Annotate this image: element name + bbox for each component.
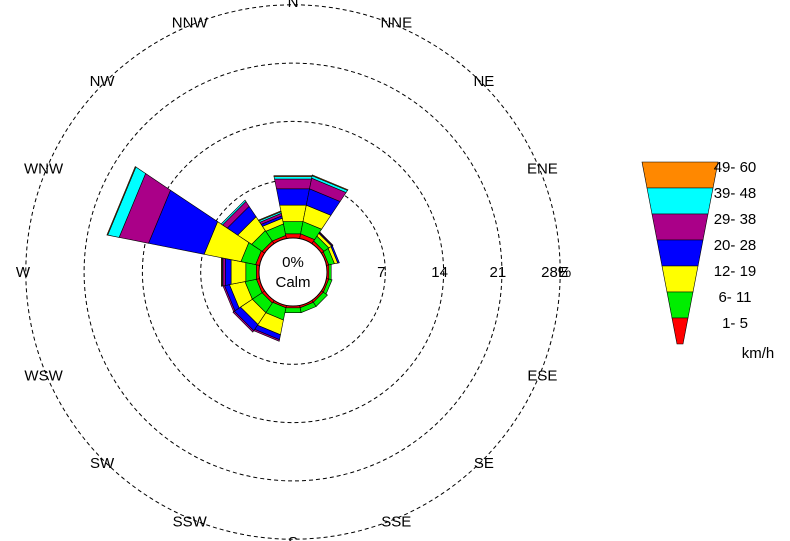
petal-nnw-bin-6 [257, 210, 282, 222]
petal-w-bin-2 [230, 259, 247, 285]
petal-s-bin-1 [284, 307, 302, 314]
legend-swatch-4 [651, 213, 709, 241]
wind-petals [106, 166, 349, 342]
grid-ring-2 [83, 62, 503, 482]
ring-label-14: 14 [431, 264, 448, 281]
direction-label-wnw: WNW [24, 161, 64, 178]
direction-label-wsw: WSW [24, 367, 63, 384]
petal-nne-bin-6 [311, 174, 349, 191]
legend-unit: km/h [742, 345, 775, 362]
calm-percent-label: 0% [282, 254, 304, 271]
direction-label-sse: SSE [381, 513, 411, 530]
legend-label-1: 6- 11 [718, 289, 751, 306]
direction-label-w: W [16, 264, 31, 281]
direction-label-s: S [288, 534, 298, 541]
calm-center: 0% Calm [258, 237, 328, 307]
legend-swatch-3 [656, 239, 704, 267]
petal-n-bin-6 [273, 175, 313, 177]
legend-label-2: 12- 19 [714, 263, 757, 280]
direction-label-ssw: SSW [173, 513, 208, 530]
direction-label-nne: NNE [380, 15, 412, 32]
legend-swatch-0 [671, 317, 689, 345]
speed-legend: 49- 60 39- 48 29- 38 20- 28 12- 19 6- 11 1- 5 k… [641, 159, 775, 362]
legend-label-4: 29- 38 [714, 211, 757, 228]
petal-ene-bin-3 [330, 245, 340, 264]
direction-labels: N NNE NE ENE E ESE SE SSE S SSW SW WSW W WNW NW NNW [16, 0, 568, 541]
petal-w-bin-3 [225, 258, 232, 286]
petal-w-bin-1 [245, 262, 257, 282]
petal-n-bin-1 [282, 221, 304, 235]
petal-e-bin-1 [328, 264, 332, 280]
petal-n-bin-4 [274, 178, 312, 190]
direction-label-n: N [288, 0, 299, 11]
petal-sw-bin-4 [232, 310, 255, 333]
ring-label-21: 21 [490, 264, 507, 281]
legend-swatch-6 [641, 161, 719, 189]
calm-circle [258, 237, 328, 307]
direction-label-nnw: NNW [172, 15, 209, 32]
petal-n-bin-2 [279, 204, 307, 222]
grid-ring-3 [25, 4, 561, 540]
legend-label-0: 1- 5 [722, 315, 748, 332]
petal-w-bin-4 [222, 257, 226, 287]
petal-n-bin-5 [273, 176, 313, 180]
ring-labels: 7 14 21 28% [377, 264, 571, 281]
calm-label: Calm [275, 274, 310, 291]
legend-label-6: 49- 60 [714, 159, 757, 176]
ring-label-28: 28% [541, 264, 571, 281]
direction-label-ese: ESE [527, 367, 557, 384]
direction-label-sw: SW [90, 455, 115, 472]
direction-label-e: E [558, 264, 568, 281]
grid-ring-1 [141, 120, 445, 424]
petal-wnw-bin-6 [106, 166, 137, 236]
petal-w-bin-6 [221, 257, 223, 287]
petal-n-bin-3 [276, 188, 310, 206]
direction-label-ene: ENE [527, 161, 558, 178]
petal-nw-bin-5 [220, 199, 247, 226]
direction-label-nw: NW [90, 73, 116, 90]
legend-swatch-1 [666, 291, 694, 319]
direction-label-ne: NE [473, 73, 494, 90]
ring-label-7: 7 [377, 264, 385, 281]
petal-ne-bin-4 [318, 231, 334, 247]
direction-label-se: SE [474, 455, 494, 472]
legend-swatch-5 [646, 187, 714, 215]
legend-label-3: 20- 28 [714, 237, 757, 254]
legend-swatch-2 [661, 265, 699, 293]
legend-label-5: 39- 48 [714, 185, 757, 202]
